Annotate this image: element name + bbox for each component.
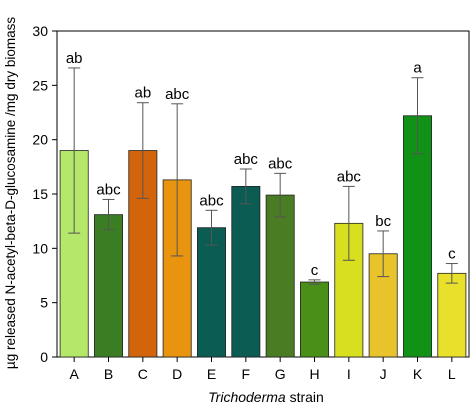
y-tick-label: 5 [40,295,48,311]
x-axis-title-italic: Trichoderma [208,389,286,405]
x-tick-label-E: E [207,366,216,382]
y-axis-title: µg released N-acetyl-beta-D-glucosamine … [3,17,18,369]
significance-letter-G: abc [268,155,293,172]
significance-letter-J: bc [375,213,391,230]
significance-letter-I: abc [337,168,362,185]
y-tick-label: 15 [32,186,48,202]
significance-letter-B: abc [96,181,121,198]
x-tick-label-B: B [104,366,113,382]
bar-H [300,281,329,358]
x-tick-label-L: L [448,366,456,382]
x-tick-label-K: K [413,366,423,382]
bar-L [437,272,467,358]
y-tick-label: 30 [32,23,48,39]
bar-E [197,227,226,358]
x-tick-label-H: H [309,366,319,382]
significance-letter-E: abc [199,192,224,209]
significance-letter-K: a [413,60,422,77]
significance-letter-L: c [448,246,456,263]
bar-G [265,194,295,358]
x-tick-label-I: I [347,366,351,382]
x-tick-label-D: D [172,366,182,382]
x-axis-title: Trichoderma strain [208,389,324,405]
y-tick-label: 10 [32,240,48,256]
x-tick-label-J: J [380,366,387,382]
y-tick-label: 20 [32,132,48,148]
bar-K [403,115,432,358]
x-axis-title-rest: strain [286,389,324,405]
axes: 0 5 10 15 20 25 30 A B C D E F G H I J K L [32,23,470,382]
y-tick-label: 0 [40,349,48,365]
bar-B [94,214,123,358]
x-tick-label-C: C [138,366,148,382]
significance-letter-D: abc [165,86,190,103]
significance-letter-A: ab [66,50,83,67]
bar-F [231,185,261,358]
x-tick-label-A: A [69,366,79,382]
significance-letter-C: ab [134,85,151,102]
significance-letter-H: c [311,262,319,279]
y-tick-label: 25 [32,77,48,93]
bars [59,67,467,358]
significance-letter-F: abc [234,151,259,168]
x-tick-label-G: G [275,366,286,382]
x-tick-label-F: F [242,366,251,382]
